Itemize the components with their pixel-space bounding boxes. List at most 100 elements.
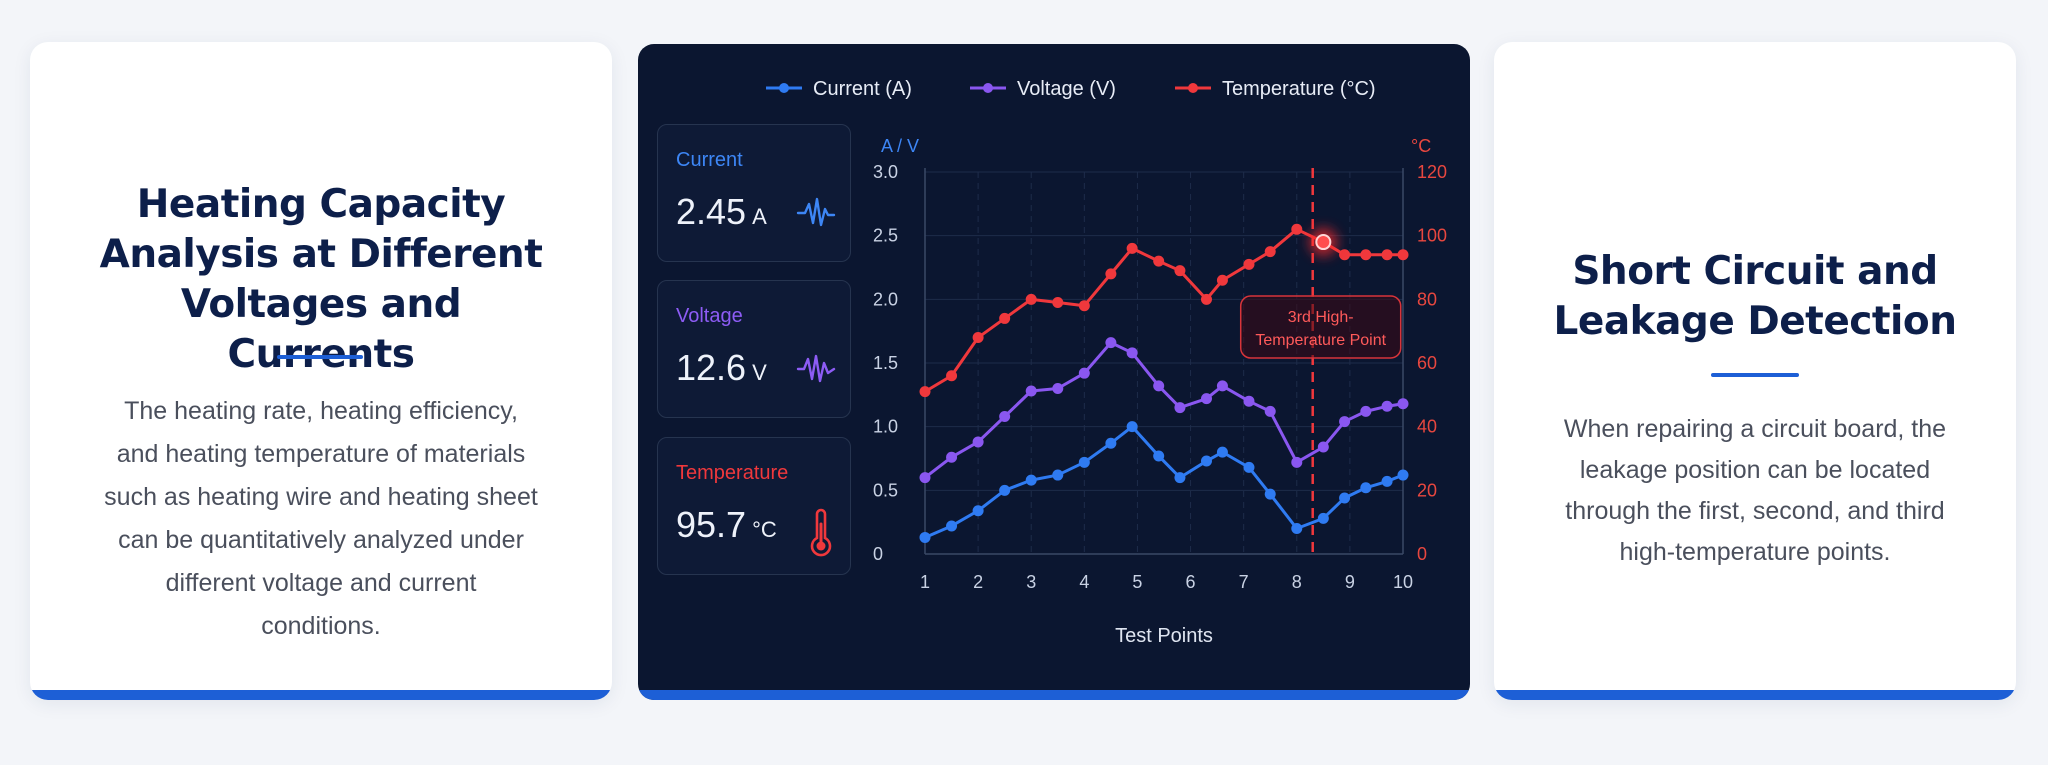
data-point (1339, 416, 1351, 428)
y-left-tick-label: 1.0 (873, 417, 898, 437)
thermometer-icon (810, 508, 832, 557)
description-line: The heating rate, heating efficiency, (124, 397, 518, 425)
data-point (1397, 398, 1409, 410)
line-chart: 0 0.5 1.0 1.5 2.0 2.5 3.0 0 20 40 60 80 100 120 1 2 3 4 5 6… (766, 78, 1447, 647)
voltage-label: Voltage (676, 305, 743, 327)
data-point (1174, 265, 1186, 277)
y-left-tick-label: 2.5 (873, 226, 898, 246)
data-point (1126, 421, 1138, 433)
data-point (1243, 461, 1255, 473)
data-point (1025, 293, 1037, 305)
data-point (1360, 405, 1372, 417)
data-point (1052, 382, 1064, 394)
data-point (919, 531, 931, 543)
temperature-value: 95.7 °C (676, 504, 777, 546)
y-left-tick-label: 2.0 (873, 289, 898, 309)
data-point (1105, 268, 1117, 280)
x-tick-label: 2 (973, 572, 983, 592)
current-number: 2.45 (676, 191, 747, 232)
description-line: through the first, second, and third (1565, 497, 1945, 525)
data-point (1078, 367, 1090, 379)
data-point (1264, 246, 1276, 258)
chart-panel: 0 0.5 1.0 1.5 2.0 2.5 3.0 0 20 40 60 80 100 120 1 2 3 4 5 6… (638, 44, 1470, 700)
title-line: Short Circuit and (1572, 249, 1938, 294)
data-point (919, 472, 931, 484)
y-right-tick-label: 0 (1417, 544, 1427, 564)
current-stat-card: Current 2.45 A (657, 124, 851, 262)
data-point (1317, 441, 1329, 453)
data-point (1200, 455, 1212, 467)
chart-accent-bar (638, 690, 1470, 700)
legend-label: Current (A) (813, 78, 912, 100)
series-line (924, 425, 1404, 539)
voltage-value: 12.6 V (676, 347, 767, 389)
y-left-tick-label: 0.5 (873, 480, 898, 500)
data-point (1025, 474, 1037, 486)
y-right-tick-label: 60 (1417, 353, 1437, 373)
data-point (972, 332, 984, 344)
short-circuit-description: When repairing a circuit board, the leak… (1524, 409, 1986, 573)
data-point (1243, 395, 1255, 407)
heating-capacity-description: The heating rate, heating efficiency, an… (70, 390, 572, 648)
data-point (1025, 385, 1037, 397)
data-point (1339, 249, 1351, 261)
title-line: Leakage Detection (1553, 299, 1957, 344)
title-line: Heating Capacity (136, 182, 506, 227)
x-tick-label: 10 (1393, 572, 1413, 592)
data-point (1052, 297, 1064, 309)
voltage-unit: V (752, 360, 767, 385)
waveform-icon (796, 197, 836, 227)
annotation-label-line: 3rd High- (1288, 309, 1354, 326)
x-tick-label: 1 (920, 572, 930, 592)
data-point (1153, 380, 1165, 392)
legend-swatch-dot (1188, 83, 1198, 93)
x-tick-label: 9 (1345, 572, 1355, 592)
title-line: Analysis at Different (99, 232, 543, 277)
annotation-label-line: Temperature Point (1255, 332, 1386, 349)
legend-label: Temperature (°C) (1222, 78, 1376, 100)
data-point (999, 312, 1011, 324)
legend-swatch-dot (983, 83, 993, 93)
description-line: can be quantitatively analyzed under (118, 526, 524, 554)
x-tick-label: 4 (1079, 572, 1089, 592)
temperature-stat-card: Temperature 95.7 °C (657, 437, 851, 575)
data-point (1291, 523, 1303, 535)
data-point (1105, 437, 1117, 449)
data-point (1078, 300, 1090, 312)
temperature-label: Temperature (676, 462, 789, 484)
current-value: 2.45 A (676, 191, 767, 233)
y-axis-right-label: °C (1411, 136, 1431, 156)
data-point (1381, 400, 1393, 412)
data-point (1291, 456, 1303, 468)
description-line: different voltage and current (165, 569, 477, 597)
x-tick-label: 6 (1186, 572, 1196, 592)
data-point (1126, 347, 1138, 359)
data-point (999, 484, 1011, 496)
card-accent-bar (30, 690, 612, 700)
y-right-tick-label: 20 (1417, 480, 1437, 500)
data-point (972, 505, 984, 517)
data-point (1105, 337, 1117, 349)
data-point (1397, 249, 1409, 261)
legend-swatch-dot (779, 83, 789, 93)
description-line: conditions. (261, 612, 381, 640)
data-point (1317, 512, 1329, 524)
data-point (1153, 255, 1165, 267)
data-point (1264, 405, 1276, 417)
data-point (1339, 492, 1351, 504)
data-point (946, 451, 958, 463)
data-point (919, 386, 931, 398)
legend-label: Voltage (V) (1017, 78, 1116, 100)
y-right-tick-label: 120 (1417, 162, 1447, 182)
data-point (1216, 446, 1228, 458)
title-line: Voltages and Currents (180, 282, 462, 377)
short-circuit-card: Short Circuit and Leakage Detection When… (1494, 42, 2016, 700)
data-point (1174, 402, 1186, 414)
heating-capacity-card: Heating Capacity Analysis at Different V… (30, 42, 612, 700)
y-right-tick-label: 40 (1417, 417, 1437, 437)
data-point (1153, 450, 1165, 462)
y-left-tick-label: 3.0 (873, 162, 898, 182)
y-left-tick-label: 0 (873, 544, 883, 564)
peak-highlight-point (1315, 234, 1332, 251)
temperature-number: 95.7 (676, 504, 747, 545)
